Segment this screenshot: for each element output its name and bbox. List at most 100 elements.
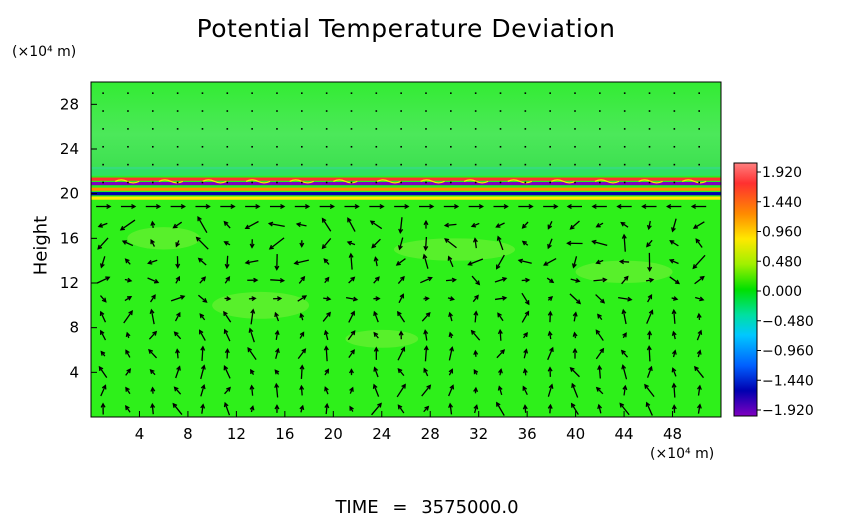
wind-vector <box>170 295 186 302</box>
wind-vector <box>543 257 557 266</box>
calm-dot <box>226 128 229 130</box>
wind-vector <box>172 221 183 229</box>
wind-vector <box>294 204 311 209</box>
calm-dot <box>325 163 328 166</box>
field-blob <box>127 227 201 250</box>
wind-vector <box>621 275 629 285</box>
calm-dot <box>201 181 204 184</box>
calm-dot <box>499 128 502 130</box>
wind-vector <box>249 405 255 413</box>
wind-vector <box>671 296 679 301</box>
wind-vector <box>250 308 256 325</box>
calm-dot <box>549 92 551 94</box>
calm-dot <box>450 92 452 94</box>
calm-dot <box>425 163 427 166</box>
wind-vector <box>671 349 677 358</box>
wind-vector <box>547 403 553 414</box>
calm-dot <box>301 110 303 112</box>
calm-dot <box>549 163 551 166</box>
wind-vector <box>274 404 280 413</box>
wind-vector <box>571 382 579 398</box>
wind-vector <box>595 386 604 395</box>
wind-vector <box>522 367 528 376</box>
field-band <box>91 182 721 186</box>
wind-vector <box>572 347 578 359</box>
calm-dot <box>400 128 402 130</box>
calm-dot <box>276 163 278 166</box>
calm-dot <box>102 145 104 148</box>
calm-dot <box>400 92 402 94</box>
calm-dot <box>648 110 651 112</box>
wind-vector <box>223 401 231 416</box>
time-equals: = <box>392 497 408 518</box>
wind-vector <box>595 329 604 341</box>
calm-dot <box>599 163 601 166</box>
wind-vector <box>597 364 603 379</box>
wind-vector <box>199 276 207 284</box>
calm-dot <box>524 145 527 148</box>
wind-vector <box>569 293 582 305</box>
wind-vector <box>696 329 703 341</box>
calm-dot <box>524 163 527 166</box>
wind-vector <box>247 277 259 283</box>
wind-vector <box>173 331 182 340</box>
band-wiggle <box>114 179 140 184</box>
y-tick-label: 4 <box>69 363 79 381</box>
wind-vector <box>172 402 183 415</box>
calm-dot <box>599 181 601 184</box>
wind-vector <box>694 275 705 285</box>
field-band <box>91 187 721 191</box>
calm-dot <box>623 145 626 148</box>
time-value: 3575000.0 <box>421 497 519 518</box>
wind-vector <box>493 204 509 209</box>
wind-vector <box>448 331 454 339</box>
wind-vector <box>324 276 330 284</box>
wind-vector <box>125 331 131 339</box>
colorbar-label: −1.440 <box>762 373 814 389</box>
calm-dot <box>325 128 328 130</box>
wind-vector <box>249 239 255 249</box>
wind-vector <box>421 384 432 397</box>
wind-vector <box>267 221 285 228</box>
field-blob <box>575 260 673 284</box>
wind-vector <box>125 349 131 358</box>
calm-dot <box>226 181 229 184</box>
wind-vector <box>496 254 505 270</box>
wind-vector <box>297 348 307 359</box>
calm-dot <box>549 145 551 148</box>
calm-dot <box>127 181 129 184</box>
calm-dot <box>599 110 601 112</box>
wind-vector <box>175 256 181 269</box>
wind-vector <box>121 240 134 247</box>
wind-vector <box>347 330 356 341</box>
wind-vector <box>397 368 405 377</box>
band-wiggle <box>158 179 184 184</box>
wind-vector <box>170 204 186 209</box>
wind-vector <box>645 277 655 283</box>
calm-dot <box>425 92 427 94</box>
wind-vector <box>223 241 231 246</box>
wind-vector <box>125 386 131 395</box>
wind-vector <box>696 384 702 396</box>
wind-vector <box>373 256 379 267</box>
wind-vector <box>268 237 285 250</box>
chart-title: Potential Temperature Deviation <box>196 14 616 43</box>
calm-dot <box>673 128 676 130</box>
wind-vector <box>496 401 505 416</box>
calm-dot <box>450 163 452 166</box>
wind-vector <box>344 204 360 209</box>
wind-vector <box>421 311 431 322</box>
wind-vector <box>175 240 180 248</box>
wind-vector <box>125 405 131 413</box>
calm-dot <box>251 145 253 148</box>
wind-vector <box>274 311 280 322</box>
wind-vector <box>621 233 627 252</box>
wind-vector <box>418 204 435 209</box>
wind-vector <box>373 276 380 284</box>
calm-dot <box>400 163 402 166</box>
calm-dot <box>574 163 576 166</box>
wind-vector <box>447 255 454 268</box>
calm-dot <box>276 128 278 130</box>
wind-vector <box>349 405 354 412</box>
